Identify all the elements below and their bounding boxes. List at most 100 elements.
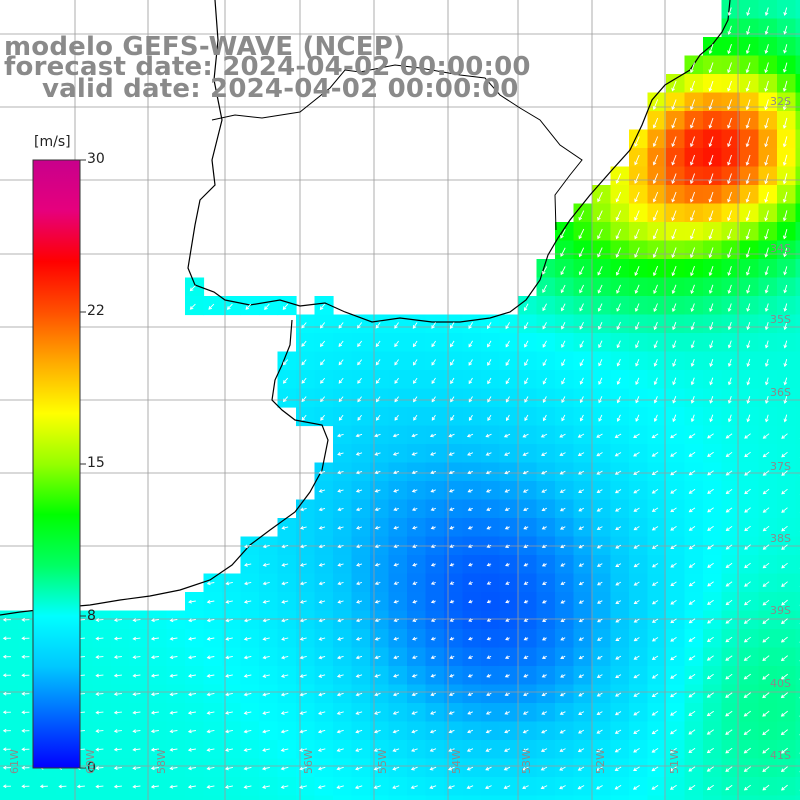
- wind-arrow-head: [262, 711, 267, 715]
- wind-arrow: [579, 359, 584, 366]
- wind-arrow-head: [541, 563, 546, 567]
- wind-arrow-head: [690, 272, 694, 277]
- wind-arrow: [747, 377, 751, 385]
- wind-arrow-head: [466, 433, 471, 438]
- wind-arrow-head: [466, 766, 471, 771]
- wind-arrow: [765, 210, 769, 221]
- wind-arrow-head: [150, 747, 155, 752]
- wind-arrow: [781, 729, 788, 735]
- wind-arrow: [300, 563, 307, 566]
- wind-arrow: [653, 99, 659, 110]
- wind-arrow-head: [375, 416, 380, 421]
- wind-arrow: [559, 785, 566, 789]
- wind-arrow-head: [651, 526, 656, 531]
- wind-arrow: [670, 433, 677, 439]
- wind-arrow-head: [762, 731, 766, 736]
- wind-arrow-head: [523, 599, 528, 604]
- wind-arrow-head: [504, 711, 509, 715]
- wind-arrow: [413, 359, 418, 366]
- wind-arrow-head: [670, 508, 675, 513]
- wind-arrow: [616, 284, 622, 294]
- wind-arrow-head: [262, 562, 267, 567]
- wind-arrow: [762, 599, 770, 606]
- field-cell: [573, 684, 593, 704]
- wind-arrow-head: [781, 490, 785, 495]
- wind-arrow-head: [281, 581, 286, 586]
- wind-arrow: [670, 600, 677, 605]
- wind-arrow: [338, 507, 344, 511]
- wind-arrow-head: [579, 399, 584, 404]
- wind-arrow: [281, 711, 289, 714]
- wind-arrow: [615, 674, 622, 678]
- field-cell: [795, 444, 800, 464]
- wind-arrow: [226, 637, 233, 640]
- wind-arrow: [319, 637, 326, 640]
- wind-arrow-head: [522, 785, 526, 790]
- wind-arrow: [77, 785, 85, 788]
- wind-arrow: [559, 452, 566, 456]
- wind-arrow: [578, 711, 585, 715]
- wind-arrow: [744, 673, 751, 680]
- wind-arrow-head: [598, 417, 602, 422]
- wind-arrow: [672, 414, 677, 422]
- wind-arrow-head: [541, 729, 545, 734]
- field-cell: [333, 795, 353, 800]
- wind-arrow: [783, 62, 788, 73]
- wind-arrow: [728, 284, 732, 294]
- wind-arrow: [691, 414, 695, 422]
- wind-arrow: [670, 766, 677, 772]
- wind-arrow: [762, 766, 770, 772]
- wind-arrow: [559, 748, 566, 752]
- wind-arrow: [337, 470, 344, 474]
- wind-arrow: [226, 581, 233, 585]
- wind-arrow: [709, 80, 714, 91]
- wind-arrow: [188, 785, 196, 788]
- wind-arrow: [394, 377, 399, 384]
- field-cell: [795, 166, 800, 186]
- wind-arrow: [282, 303, 289, 310]
- wind-arrow-head: [430, 507, 435, 512]
- wind-arrow-head: [634, 272, 638, 277]
- wind-arrow: [244, 729, 252, 733]
- wind-arrow-head: [21, 784, 26, 789]
- wind-arrow: [726, 433, 733, 439]
- wind-arrow: [320, 322, 326, 329]
- wind-arrow: [430, 729, 437, 733]
- wind-arrow: [781, 710, 788, 717]
- wind-arrow: [244, 637, 252, 640]
- wind-arrow: [672, 321, 677, 330]
- wind-arrow-head: [58, 784, 63, 789]
- wind-arrow: [450, 414, 455, 421]
- wind-arrow: [244, 655, 252, 659]
- wind-arrow-head: [746, 289, 750, 294]
- wind-arrow: [746, 80, 751, 92]
- wind-arrow-head: [725, 731, 729, 735]
- field-cell: [795, 222, 800, 242]
- wind-arrow-head: [393, 544, 398, 549]
- wind-arrow-head: [430, 581, 435, 585]
- wind-arrow-head: [320, 361, 324, 366]
- wind-arrow: [783, 99, 788, 110]
- wind-arrow: [262, 785, 271, 788]
- wind-arrow: [709, 321, 714, 330]
- wind-arrow: [725, 618, 733, 624]
- wind-arrow: [522, 766, 529, 771]
- wind-arrow: [707, 562, 714, 568]
- wind-arrow: [151, 637, 159, 640]
- wind-arrow: [560, 711, 566, 715]
- wind-arrow-head: [356, 581, 360, 586]
- wind-arrow-head: [412, 525, 416, 530]
- wind-arrow: [765, 7, 769, 16]
- wind-arrow-head: [764, 30, 769, 35]
- wind-arrow: [709, 62, 714, 73]
- wind-arrow-head: [542, 307, 546, 312]
- wind-arrow: [635, 414, 640, 422]
- wind-arrow: [690, 247, 696, 258]
- wind-arrow: [781, 655, 788, 661]
- wind-arrow-head: [449, 525, 454, 530]
- wind-arrow: [374, 785, 381, 789]
- wind-arrow-head: [187, 729, 192, 734]
- wind-arrow-head: [560, 674, 564, 678]
- wind-arrow: [543, 396, 547, 403]
